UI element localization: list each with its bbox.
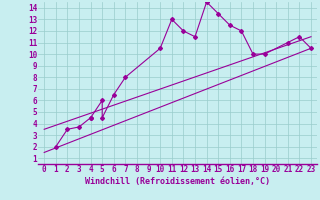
X-axis label: Windchill (Refroidissement éolien,°C): Windchill (Refroidissement éolien,°C) bbox=[85, 177, 270, 186]
